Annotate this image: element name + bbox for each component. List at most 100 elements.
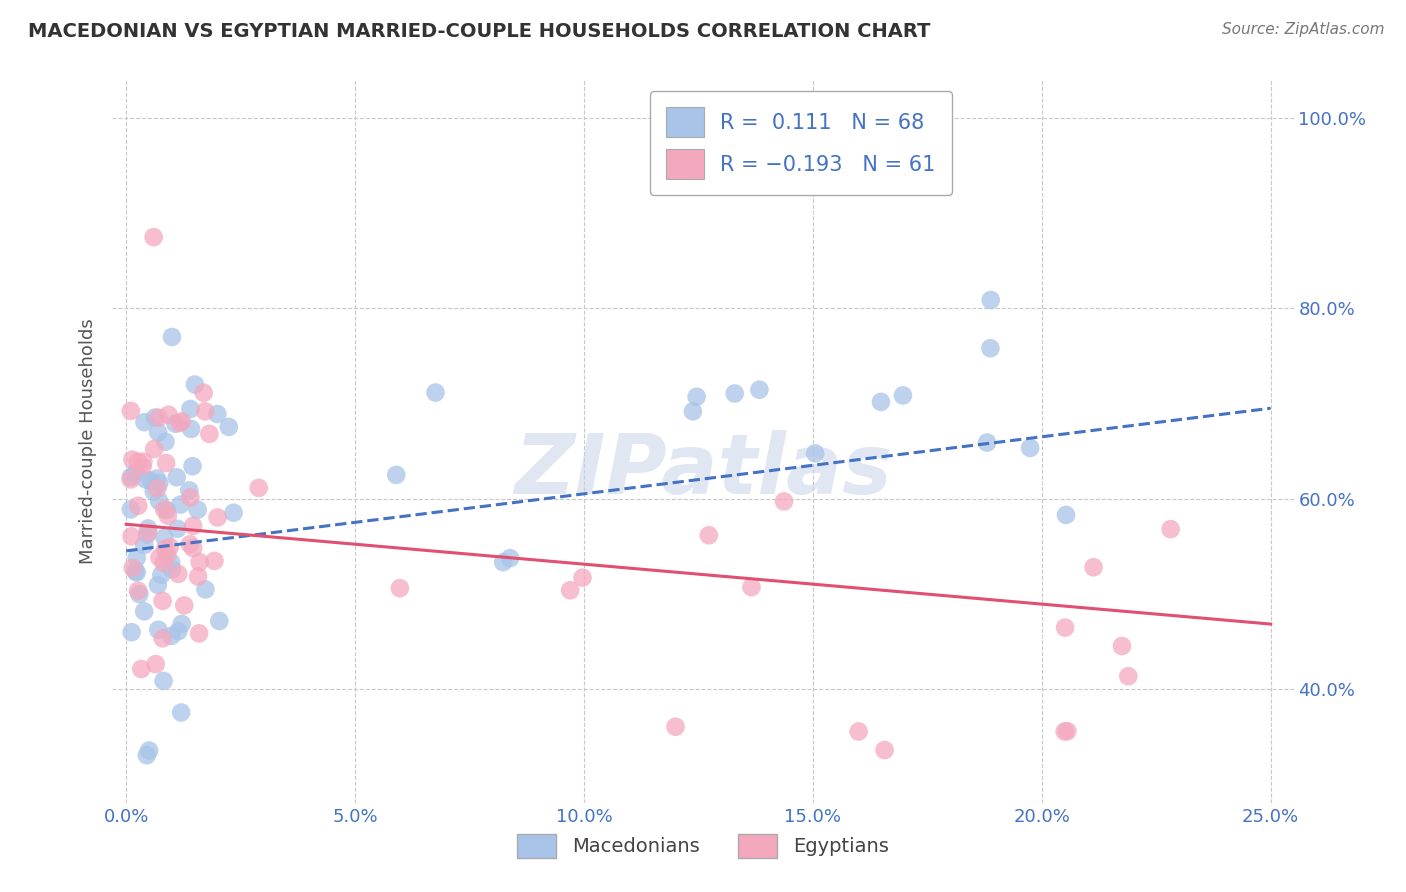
- Point: [179, 483, 201, 498]
- Point: [848, 724, 870, 739]
- Point: [170, 616, 193, 631]
- Point: [492, 555, 515, 569]
- Point: [180, 422, 202, 436]
- Point: [121, 452, 143, 467]
- Point: [1019, 441, 1042, 455]
- Point: [120, 502, 142, 516]
- Point: [188, 626, 211, 640]
- Point: [135, 473, 157, 487]
- Point: [170, 414, 193, 428]
- Point: [134, 604, 156, 618]
- Point: [142, 230, 165, 244]
- Point: [181, 519, 204, 533]
- Point: [218, 420, 240, 434]
- Point: [153, 542, 176, 557]
- Text: ZIPatlas: ZIPatlas: [515, 430, 891, 511]
- Point: [980, 293, 1002, 307]
- Point: [120, 404, 142, 418]
- Point: [207, 510, 229, 524]
- Point: [425, 385, 447, 400]
- Point: [179, 537, 201, 551]
- Point: [173, 599, 195, 613]
- Point: [499, 551, 522, 566]
- Text: MACEDONIAN VS EGYPTIAN MARRIED-COUPLE HOUSEHOLDS CORRELATION CHART: MACEDONIAN VS EGYPTIAN MARRIED-COUPLE HO…: [28, 22, 931, 41]
- Point: [131, 459, 153, 474]
- Point: [156, 503, 179, 517]
- Point: [160, 330, 183, 344]
- Point: [143, 410, 166, 425]
- Point: [167, 566, 190, 581]
- Point: [207, 407, 229, 421]
- Point: [148, 494, 170, 508]
- Point: [146, 471, 169, 485]
- Point: [148, 623, 170, 637]
- Point: [193, 385, 215, 400]
- Point: [1118, 669, 1140, 683]
- Point: [146, 425, 169, 440]
- Point: [1054, 621, 1077, 635]
- Point: [143, 442, 166, 456]
- Point: [152, 632, 174, 646]
- Point: [571, 571, 593, 585]
- Point: [1111, 639, 1133, 653]
- Point: [127, 455, 149, 469]
- Point: [748, 383, 770, 397]
- Y-axis label: Married-couple Households: Married-couple Households: [79, 318, 97, 565]
- Point: [134, 415, 156, 429]
- Point: [136, 521, 159, 535]
- Point: [685, 390, 707, 404]
- Point: [152, 556, 174, 570]
- Point: [724, 386, 747, 401]
- Point: [208, 614, 231, 628]
- Point: [156, 508, 179, 523]
- Point: [187, 502, 209, 516]
- Point: [138, 743, 160, 757]
- Point: [145, 657, 167, 672]
- Point: [979, 341, 1001, 355]
- Point: [184, 377, 207, 392]
- Point: [222, 506, 245, 520]
- Point: [165, 417, 187, 431]
- Point: [560, 583, 582, 598]
- Point: [127, 499, 149, 513]
- Point: [181, 459, 204, 474]
- Point: [155, 456, 177, 470]
- Point: [169, 416, 191, 430]
- Point: [1083, 560, 1105, 574]
- Point: [388, 581, 411, 595]
- Point: [188, 555, 211, 569]
- Point: [804, 446, 827, 460]
- Point: [155, 434, 177, 449]
- Point: [870, 395, 893, 409]
- Point: [157, 408, 180, 422]
- Point: [682, 404, 704, 418]
- Point: [1054, 508, 1077, 522]
- Point: [198, 426, 221, 441]
- Point: [385, 467, 408, 482]
- Point: [181, 541, 204, 556]
- Point: [891, 388, 914, 402]
- Point: [121, 625, 143, 640]
- Point: [1056, 724, 1078, 739]
- Point: [179, 491, 201, 505]
- Point: [142, 484, 165, 499]
- Point: [1053, 724, 1076, 739]
- Point: [148, 476, 170, 491]
- Point: [166, 522, 188, 536]
- Point: [773, 494, 796, 508]
- Point: [873, 743, 896, 757]
- Point: [121, 561, 143, 575]
- Point: [153, 502, 176, 516]
- Text: Source: ZipAtlas.com: Source: ZipAtlas.com: [1222, 22, 1385, 37]
- Point: [148, 550, 170, 565]
- Point: [170, 706, 193, 720]
- Point: [124, 564, 146, 578]
- Point: [194, 404, 217, 418]
- Point: [152, 594, 174, 608]
- Point: [120, 472, 142, 486]
- Point: [194, 582, 217, 597]
- Point: [1160, 522, 1182, 536]
- Point: [204, 554, 226, 568]
- Point: [247, 481, 270, 495]
- Point: [167, 624, 190, 639]
